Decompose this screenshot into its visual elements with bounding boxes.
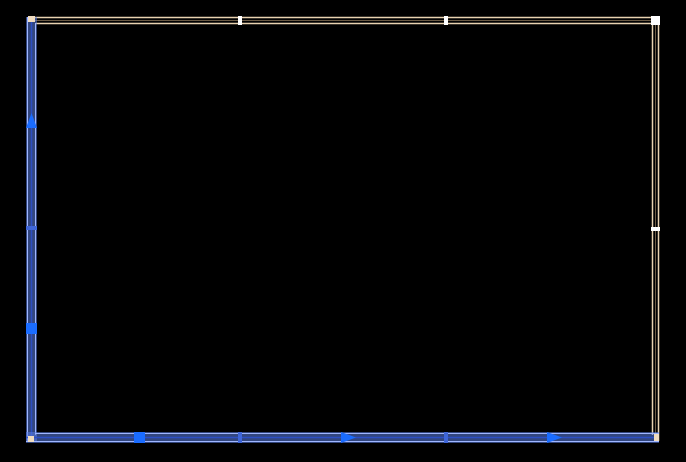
grip[interactable]	[654, 434, 659, 441]
grip[interactable]	[651, 227, 660, 231]
grip[interactable]	[28, 436, 34, 442]
direction-grip[interactable]	[26, 113, 37, 128]
grip[interactable]	[238, 432, 242, 443]
grip[interactable]	[134, 432, 145, 443]
grip[interactable]	[444, 432, 448, 443]
direction-grip[interactable]	[341, 432, 356, 443]
direction-grip[interactable]	[547, 432, 562, 443]
grip[interactable]	[651, 16, 660, 25]
grip[interactable]	[28, 16, 35, 22]
top-wall[interactable]	[30, 16, 659, 25]
grip[interactable]	[26, 226, 37, 230]
grip[interactable]	[444, 16, 448, 25]
selection-grips	[26, 113, 562, 443]
grip[interactable]	[26, 323, 37, 334]
grip[interactable]	[238, 16, 242, 25]
grips	[28, 16, 660, 442]
